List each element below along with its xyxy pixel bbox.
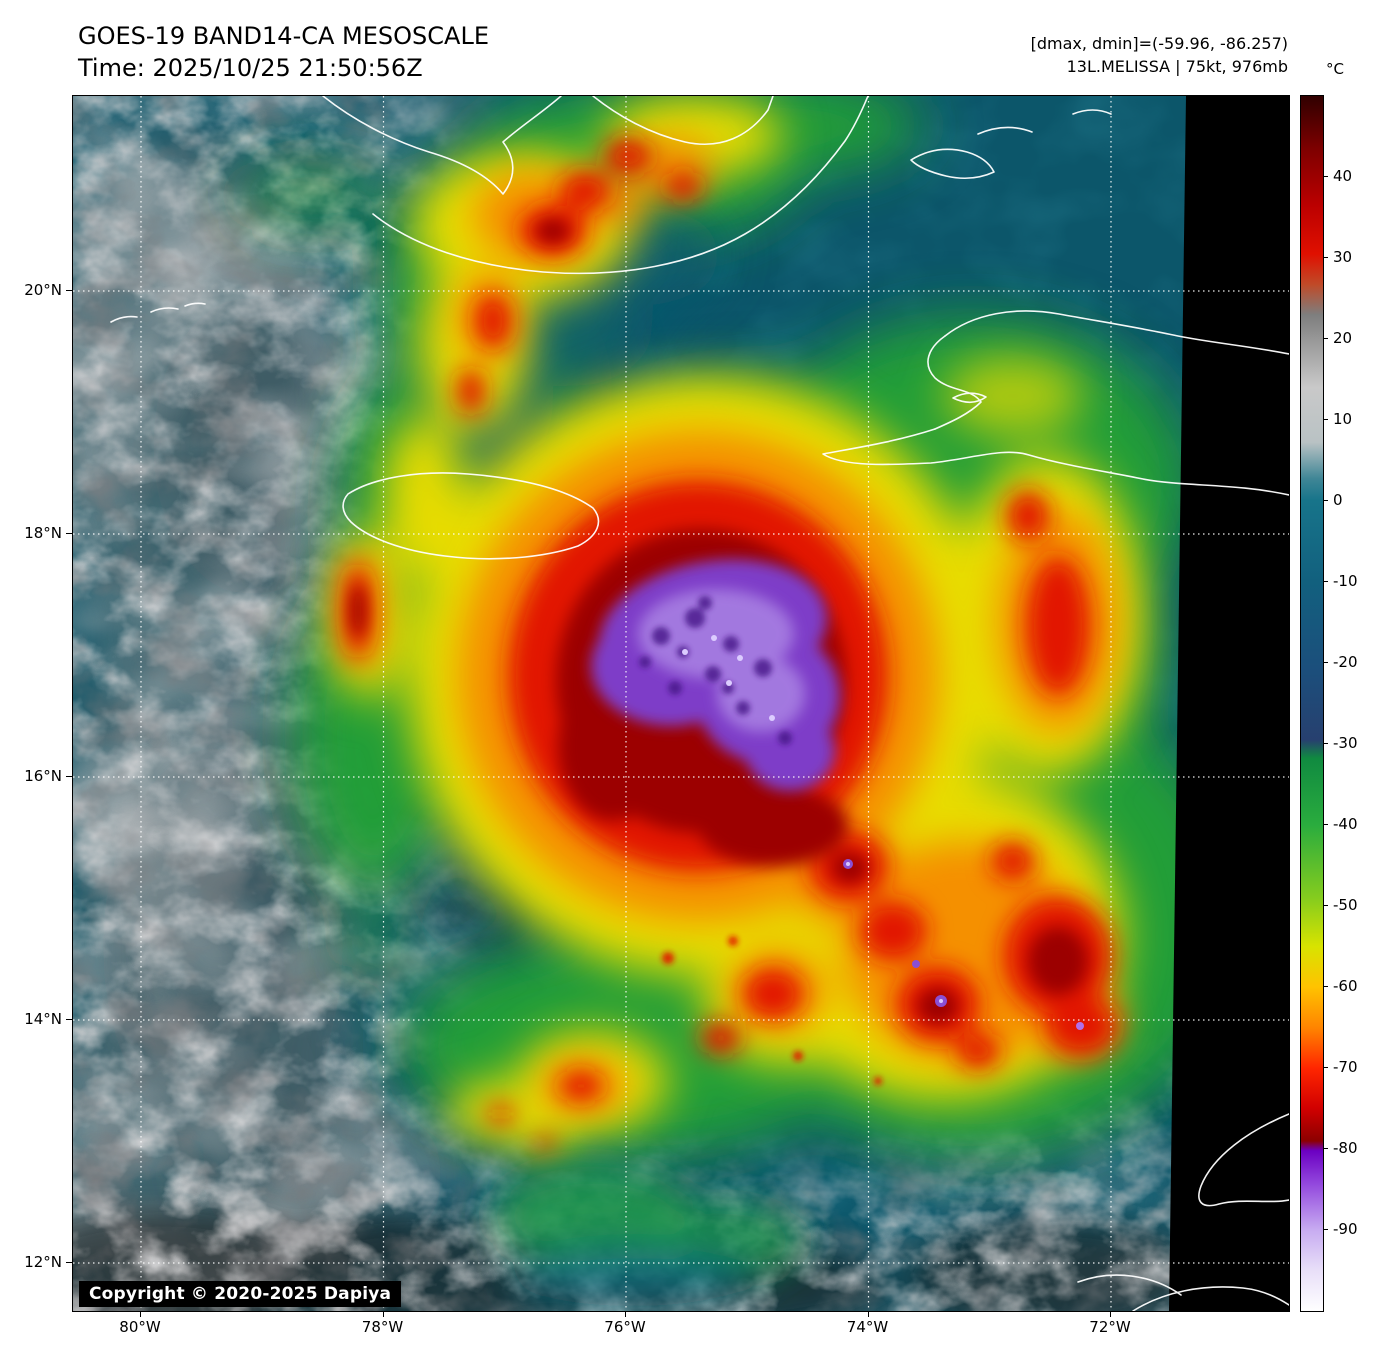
colorbar-tick-mark <box>1323 824 1328 825</box>
figure-time: Time: 2025/10/25 21:50:56Z <box>78 54 423 83</box>
colorbar-tick-mark <box>1323 500 1328 501</box>
coast-hispaniola <box>944 310 1289 355</box>
south-green-patches <box>493 1166 803 1306</box>
colorbar-tick-label: -70 <box>1333 1058 1358 1076</box>
colorbar-tick-mark <box>1323 257 1328 258</box>
colorbar-tick-label: -90 <box>1333 1220 1358 1238</box>
lon-tick-label: 74°W <box>846 1318 889 1336</box>
coast-cuba <box>372 96 869 275</box>
colorbar-tick-mark <box>1323 986 1328 987</box>
lat-tick-mark <box>66 533 72 534</box>
lat-tick-mark <box>66 290 72 291</box>
lon-tick-mark <box>625 1311 626 1317</box>
colorbar-tick-mark <box>1323 1229 1328 1230</box>
colorbar-tick-label: -40 <box>1333 815 1358 833</box>
colorbar-tick-mark <box>1323 581 1328 582</box>
lat-tick-mark <box>66 776 72 777</box>
colorbar <box>1300 95 1324 1312</box>
info-block: [dmax, dmin]=(-59.96, -86.257) 13L.MELIS… <box>1031 32 1288 78</box>
low-clouds-bottom <box>73 96 1289 1311</box>
lat-tick-label: 18°N <box>24 524 62 542</box>
lon-tick-label: 78°W <box>361 1318 404 1336</box>
coast-cays <box>110 302 206 323</box>
lat-tick-mark <box>66 1262 72 1263</box>
coastlines <box>110 96 1289 1311</box>
lon-tick-mark <box>1110 1311 1111 1317</box>
title-block: GOES-19 BAND14-CA MESOSCALE Time: 2025/1… <box>78 20 489 85</box>
colorbar-tick-mark <box>1323 338 1328 339</box>
coast-south-america <box>1198 1113 1289 1207</box>
coast-south-america <box>1132 1286 1289 1311</box>
colorbar-tick-mark <box>1323 905 1328 906</box>
coast-hispaniola <box>822 428 1289 496</box>
colorbar-tick-label: -50 <box>1333 896 1358 914</box>
storm-readout: 13L.MELISSA | 75kt, 976mb <box>1066 57 1288 77</box>
coast-cuba <box>322 96 562 195</box>
coast-island-ne <box>910 148 995 180</box>
dmax-dmin-readout: [dmax, dmin]=(-59.96, -86.257) <box>1030 34 1288 53</box>
colorbar-tick-label: -10 <box>1333 572 1358 590</box>
colorbar-tick-mark <box>1323 1067 1328 1068</box>
colorbar-tick-label: -20 <box>1333 653 1358 671</box>
lat-tick-label: 12°N <box>24 1253 62 1271</box>
no-data-edge <box>1169 96 1289 1311</box>
lat-tick-label: 14°N <box>24 1010 62 1028</box>
colorbar-unit-label: °C <box>1326 60 1344 78</box>
colorbar-tick-label: 30 <box>1333 248 1353 266</box>
coast-south-america <box>1077 1274 1182 1296</box>
colorbar-tick-mark <box>1323 743 1328 744</box>
lon-tick-label: 80°W <box>119 1318 161 1336</box>
coast-island-ne <box>977 109 1112 135</box>
colorbar-tick-mark <box>1323 662 1328 663</box>
lon-tick-label: 72°W <box>1089 1318 1131 1336</box>
lat-tick-mark <box>66 1019 72 1020</box>
lon-tick-mark <box>382 1311 384 1317</box>
map-canvas: Copyright © 2020-2025 Dapiya <box>72 95 1290 1312</box>
coast-hispaniola <box>927 335 982 430</box>
lon-tick-mark <box>867 1311 869 1317</box>
lon-tick-label: 76°W <box>604 1318 646 1336</box>
colorbar-tick-label: -80 <box>1333 1139 1358 1157</box>
lon-tick-mark <box>140 1311 141 1317</box>
colorbar-tick-label: 20 <box>1333 329 1353 347</box>
colorbar-tick-mark <box>1323 419 1328 420</box>
coast-gonave <box>952 392 987 404</box>
coast-jamaica <box>342 472 600 560</box>
colorbar-tick-mark <box>1323 1148 1328 1149</box>
figure-title: GOES-19 BAND14-CA MESOSCALE <box>78 22 489 50</box>
colorbar-tick-label: -60 <box>1333 977 1358 995</box>
satellite-imagery <box>73 96 1289 1311</box>
colorbar-tick-mark <box>1323 176 1328 177</box>
copyright-label: Copyright © 2020-2025 Dapiya <box>79 1281 402 1307</box>
colorbar-tick-label: 10 <box>1333 410 1353 428</box>
lat-tick-label: 16°N <box>24 767 62 785</box>
colorbar-tick-label: 0 <box>1333 491 1343 509</box>
lat-tick-label: 20°N <box>24 281 62 299</box>
colorbar-tick-label: -30 <box>1333 734 1358 752</box>
coast-cuba <box>592 96 774 146</box>
colorbar-tick-label: 40 <box>1333 167 1353 185</box>
